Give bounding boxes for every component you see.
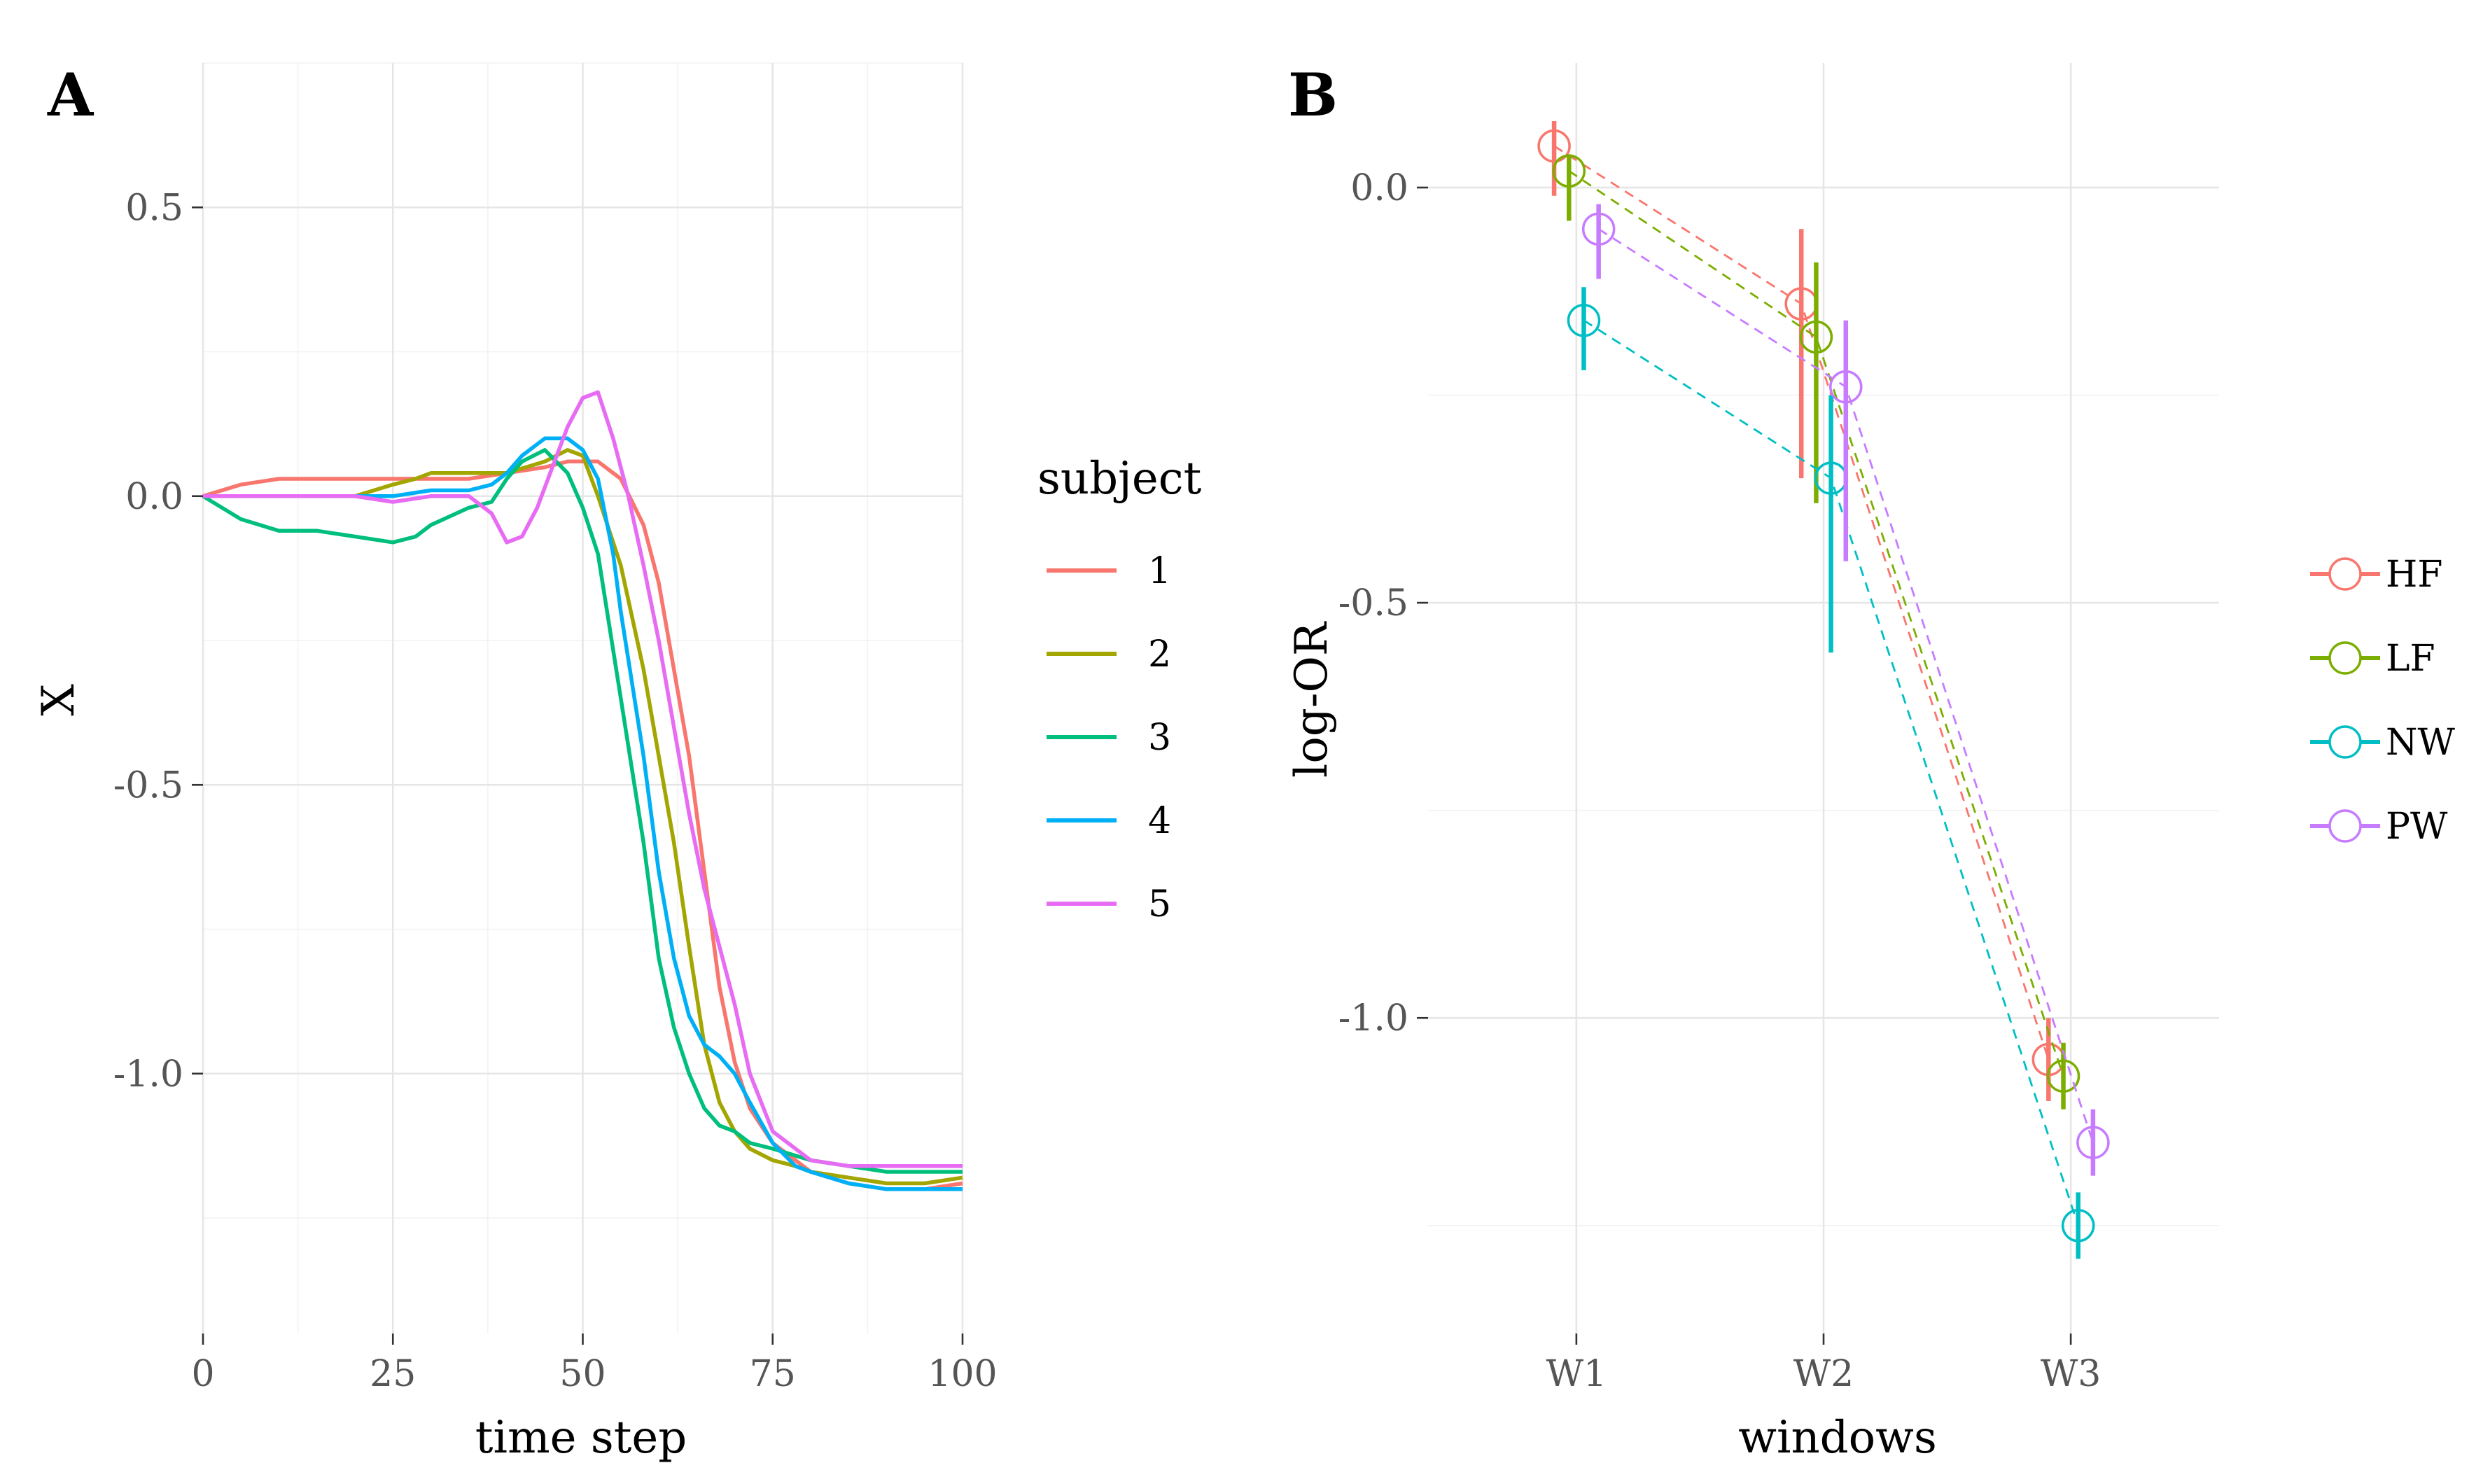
legend-label-subject-3: 3 [1148,717,1171,759]
point-LF-W2 [1799,320,1833,354]
point-NW-W3 [2061,1209,2095,1242]
panel-b-ticks: 0.0 -0.5 -1.0 W1 W2 W3 [1338,167,2101,1395]
legend-label-NW: NW [2386,722,2456,764]
point-HF-W1 [1537,129,1571,163]
x-tick-label: W3 [2041,1353,2101,1395]
panel-a-label: A [47,60,95,130]
point-PW-W3 [2076,1126,2110,1159]
legend-label-HF: HF [2386,554,2442,596]
panel-b-y-axis-title: log-OR [1286,621,1338,778]
legend-label-subject-1: 1 [1148,550,1171,592]
point-LF-W3 [2046,1059,2080,1093]
legend-label-subject-5: 5 [1148,883,1171,925]
panel-b-series [1537,121,2110,1259]
series-line-subject-4 [203,436,963,1191]
legend-key-point-HF [2328,557,2362,591]
y-tick-label: 0.0 [125,476,183,518]
legend-label-LF: LF [2386,638,2435,680]
y-tick-label: 0.0 [1350,167,1408,209]
y-tick-label: -1.0 [1338,997,1408,1040]
x-tick-label: 50 [559,1353,606,1395]
y-tick-label: -0.5 [113,764,183,806]
legend-title: subject [1037,453,1202,505]
panel-b-x-axis-title: windows [1738,1412,1937,1464]
y-tick-label: 0.5 [125,187,183,229]
legend-key-point-LF [2328,641,2362,675]
x-tick-label: 75 [750,1353,796,1395]
legend-label-subject-2: 2 [1148,634,1171,676]
panel-b: B 0.0 -0.5 -1.0 W1 W2 W3 windows log-OR HF LF N… [1286,60,2456,1464]
panel-a-y-axis-title: X [33,684,85,716]
series-line-subject-1 [202,459,963,1191]
legend-label-PW: PW [2386,806,2448,848]
x-tick-label: 100 [928,1353,997,1395]
point-LF-W1 [1552,154,1586,188]
panel-b-legend: HF LF NW PW [2310,554,2456,848]
y-tick-label: -0.5 [1338,582,1408,624]
x-tick-label: W1 [1546,1353,1607,1395]
panel-a-legend: subject 1 2 3 4 5 [1037,453,1202,925]
panel-a-x-axis-title: time step [475,1412,687,1464]
x-tick-label: 0 [191,1353,214,1395]
x-tick-label: 25 [370,1353,416,1395]
series-line-subject-3 [202,448,963,1174]
panel-a-series [202,390,963,1191]
y-tick-label: -1.0 [113,1054,183,1096]
point-NW-W1 [1567,303,1601,337]
point-PW-W2 [1829,370,1863,404]
panel-a-gridlines [202,62,964,1334]
legend-key-point-NW [2328,725,2362,759]
panel-b-gridlines [1428,63,2219,1334]
legend-label-subject-4: 4 [1148,800,1171,842]
series-line-subject-5 [203,390,963,1168]
panel-a-ticks: 0 25 50 75 100 0.5 0.0 -0.5 -1.0 [113,187,998,1395]
legend-key-point-PW [2328,809,2362,843]
point-PW-W1 [1581,212,1616,246]
panel-b-label: B [1288,60,1338,130]
x-tick-label: W2 [1793,1353,1854,1395]
